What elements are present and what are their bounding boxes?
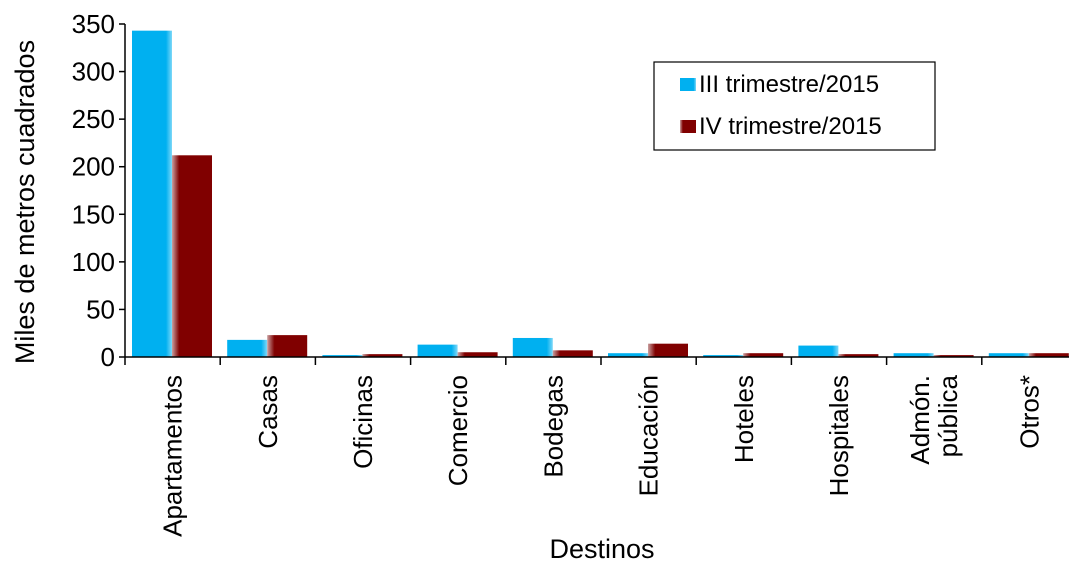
- x-tick-label-group: Admón.pública: [905, 374, 963, 464]
- bar-series-1-cat-10: [988, 353, 1029, 357]
- x-tick-label-group: Hospitales: [824, 375, 854, 496]
- bar-series-2-cat-5: [552, 350, 593, 357]
- legend-label-series-2: IV trimestre/2015: [699, 113, 882, 140]
- x-tick-label: Hospitales: [824, 375, 854, 496]
- x-tick-label: Casas: [253, 375, 283, 449]
- x-tick-label-group: Bodegas: [538, 375, 568, 478]
- x-tick-label-group: Casas: [253, 375, 283, 449]
- bar-series-1-cat-7: [703, 355, 744, 357]
- x-tick-label-group: Comercio: [443, 375, 473, 486]
- bar-series-1-cat-6: [608, 353, 648, 357]
- x-tick-label: Admón.: [905, 375, 935, 465]
- x-tick-label-group: Otros*: [1014, 375, 1044, 449]
- bar-series-2-cat-6: [648, 343, 688, 357]
- bar-series-2-cat-1: [172, 155, 212, 357]
- bar-series-2-cat-3: [362, 354, 403, 357]
- x-tick-label-group: Apartamentos: [158, 375, 188, 537]
- bar-series-2-cat-7: [743, 353, 784, 357]
- y-tick-label: 300: [72, 57, 115, 87]
- y-axis: 0 50 100 150 200 250 300 350: [72, 9, 126, 372]
- bar-series-2-cat-8: [838, 354, 879, 357]
- y-tick-label: 150: [72, 199, 115, 229]
- bar-series-1-cat-2: [227, 339, 268, 357]
- legend-swatch-series-1: [680, 78, 696, 91]
- legend-swatch-series-2: [680, 120, 696, 133]
- bar-series-2-cat-9: [933, 355, 974, 357]
- x-tick-label: pública: [933, 374, 963, 457]
- x-tick-label: Hoteles: [729, 375, 759, 463]
- bar-series-1-cat-5: [512, 337, 553, 357]
- legend-label-series-1: III trimestre/2015: [699, 71, 879, 98]
- bar-series-1-cat-8: [798, 345, 839, 357]
- y-axis-title: Miles de metros cuadrados: [10, 40, 40, 364]
- bar-series-2-cat-2: [267, 335, 308, 357]
- x-tick-label-group: Oficinas: [348, 375, 378, 469]
- y-tick-label: 100: [72, 247, 115, 277]
- y-tick-label: 250: [72, 104, 115, 134]
- x-tick-label: Apartamentos: [158, 375, 188, 537]
- bar-series-2-cat-10: [1028, 353, 1069, 357]
- x-tick-label-group: Hoteles: [729, 375, 759, 463]
- x-axis: Apartamentos Casas Oficinas Comercio Bodegas…: [124, 356, 1069, 537]
- legend-box: [653, 61, 936, 151]
- bar-series-2-cat-4: [457, 352, 498, 357]
- x-tick-label: Otros*: [1014, 375, 1044, 449]
- x-tick-label: Oficinas: [348, 375, 378, 469]
- x-tick-label: Educación: [634, 375, 664, 496]
- bar-series-1-cat-1: [132, 30, 172, 357]
- x-axis-title: Destinos: [549, 534, 654, 564]
- bar-series-1-cat-3: [322, 355, 363, 357]
- x-tick-label-group: Educación: [634, 375, 664, 496]
- bars-group: [132, 30, 1069, 357]
- y-tick-label: 350: [72, 9, 115, 39]
- y-tick-label: 200: [72, 152, 115, 182]
- bar-series-1-cat-4: [417, 344, 458, 357]
- y-tick-label: 0: [101, 342, 115, 372]
- bar-series-1-cat-9: [893, 353, 934, 357]
- x-tick-label: Comercio: [443, 375, 473, 486]
- legend: III trimestre/2015 IV trimestre/2015: [653, 61, 936, 151]
- x-tick-label: Bodegas: [538, 375, 568, 478]
- y-tick-label: 50: [86, 294, 115, 324]
